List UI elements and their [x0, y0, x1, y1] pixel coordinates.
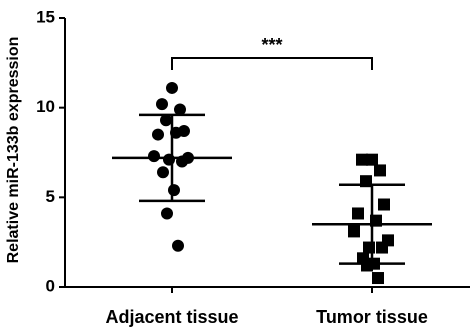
y-tick-label: 15	[36, 7, 55, 26]
point	[156, 98, 168, 111]
x-tick-label: Adjacent tissue	[105, 307, 238, 327]
y-tick-label: 0	[46, 276, 55, 295]
point	[366, 153, 378, 166]
point	[168, 184, 180, 197]
point	[157, 166, 169, 179]
point	[352, 207, 364, 220]
point	[348, 225, 360, 238]
point	[148, 150, 160, 163]
point	[161, 207, 173, 220]
y-tick-label: 10	[36, 97, 55, 116]
point	[152, 128, 164, 141]
point	[166, 81, 178, 94]
x-tick-label: Tumor tissue	[316, 307, 428, 327]
point	[174, 103, 186, 116]
point	[172, 239, 184, 252]
point	[356, 153, 368, 166]
y-axis-label: Relative miR-133b expression	[5, 37, 22, 264]
point	[376, 241, 388, 254]
significance-bracket	[171, 57, 373, 70]
y-tick-label: 5	[46, 187, 55, 206]
point	[374, 164, 386, 177]
point	[160, 114, 172, 127]
point	[372, 272, 384, 285]
point	[378, 198, 390, 211]
significance-label: ***	[261, 35, 282, 55]
